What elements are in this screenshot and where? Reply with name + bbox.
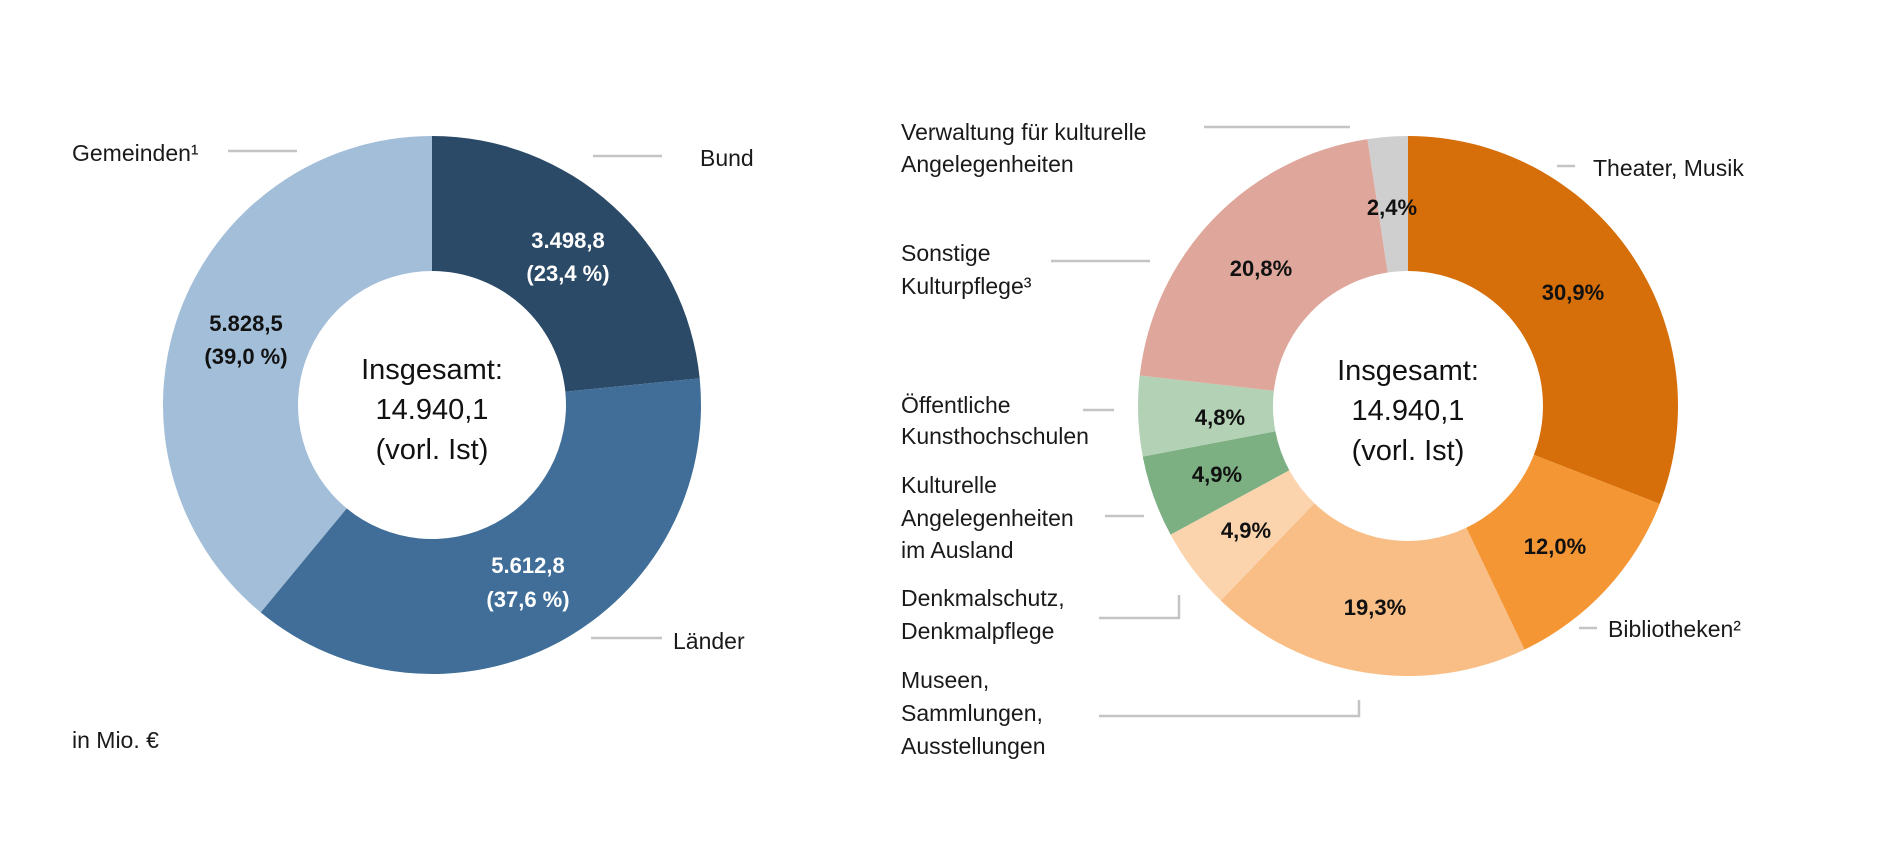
- center-note-right: (vorl. Ist): [1352, 435, 1465, 467]
- right-donut: [1138, 136, 1678, 676]
- percent-label-ausland: 4,9%: [1192, 462, 1242, 487]
- center-title-left: Insgesamt:: [361, 354, 503, 386]
- unit-note: in Mio. €: [72, 727, 159, 753]
- label-sonstige-line1: Sonstige: [901, 240, 991, 266]
- label-bibliotheken: Bibliotheken²: [1608, 616, 1741, 642]
- center-note-left: (vorl. Ist): [376, 434, 489, 466]
- label-sonstige-line2: Kulturpflege³: [901, 273, 1032, 299]
- label-ausland-line3: im Ausland: [901, 537, 1014, 563]
- leader-line-denkmal: [1099, 595, 1181, 620]
- label-verwaltung-line1: Verwaltung für kulturelle: [901, 119, 1146, 145]
- percent-label-laender: (37,6 %): [486, 587, 569, 612]
- left-donut: [162, 136, 701, 675]
- donut-slice-länder: [260, 378, 701, 675]
- percent-label-denkmal: 4,9%: [1221, 518, 1271, 543]
- label-kunsthochschulen-line1: Öffentliche: [901, 392, 1011, 418]
- donut-slice-sonstige-kulturpflege: [1139, 139, 1388, 391]
- percent-label-theater: 30,9%: [1542, 280, 1604, 305]
- label-denkmal-line2: Denkmalpflege: [901, 618, 1054, 644]
- donut-slice-bibliotheken: [1466, 454, 1660, 650]
- donut-slice-museen-sammlungen-ausstellungen: [1220, 503, 1525, 676]
- percent-label-sonstige: 20,8%: [1230, 256, 1292, 281]
- donut-slice-öffentliche-kunsthochschulen: [1138, 375, 1276, 457]
- label-museen-line3: Ausstellungen: [901, 733, 1046, 759]
- label-verwaltung-line2: Angelegenheiten: [901, 151, 1074, 177]
- donut-slice-kulturelle-angelegenheiten-im-ausland: [1142, 431, 1290, 535]
- donut-slice-bund: [432, 136, 700, 392]
- percent-label-museen: 19,3%: [1344, 595, 1406, 620]
- percent-label-bund: (23,4 %): [526, 261, 609, 286]
- donut-slice-verwaltung-für-kulturelle-angelegenheiten: [1367, 136, 1408, 273]
- label-kunsthochschulen-line2: Kunsthochschulen: [901, 423, 1089, 449]
- center-total-right: 14.940,1: [1352, 395, 1465, 427]
- label-ausland-line2: Angelegenheiten: [901, 505, 1074, 531]
- donut-slice-gemeinden: [162, 136, 432, 613]
- value-label-gemeinden: 5.828,5: [209, 311, 282, 336]
- label-museen-line2: Sammlungen,: [901, 700, 1043, 726]
- donut-slice-theater-musik: [1408, 136, 1678, 504]
- donut-slice-denkmalschutz-denkmalpflege: [1170, 470, 1315, 601]
- leader-line-museen: [1099, 700, 1361, 718]
- percent-label-gemeinden: (39,0 %): [204, 344, 287, 369]
- percent-label-verwaltung: 2,4%: [1367, 195, 1417, 220]
- label-theater: Theater, Musik: [1593, 155, 1744, 181]
- label-laender: Länder: [673, 628, 745, 654]
- value-label-bund: 3.498,8: [531, 228, 604, 253]
- label-museen-line1: Museen,: [901, 667, 989, 693]
- label-denkmal-line1: Denkmalschutz,: [901, 585, 1065, 611]
- percent-label-bibliotheken: 12,0%: [1524, 534, 1586, 559]
- label-bund: Bund: [700, 145, 754, 171]
- label-gemeinden: Gemeinden¹: [72, 140, 199, 166]
- center-title-right: Insgesamt:: [1337, 355, 1479, 387]
- value-label-laender: 5.612,8: [491, 553, 564, 578]
- percent-label-kunsthochschulen: 4,8%: [1195, 405, 1245, 430]
- label-ausland-line1: Kulturelle: [901, 472, 997, 498]
- center-total-left: 14.940,1: [376, 394, 489, 426]
